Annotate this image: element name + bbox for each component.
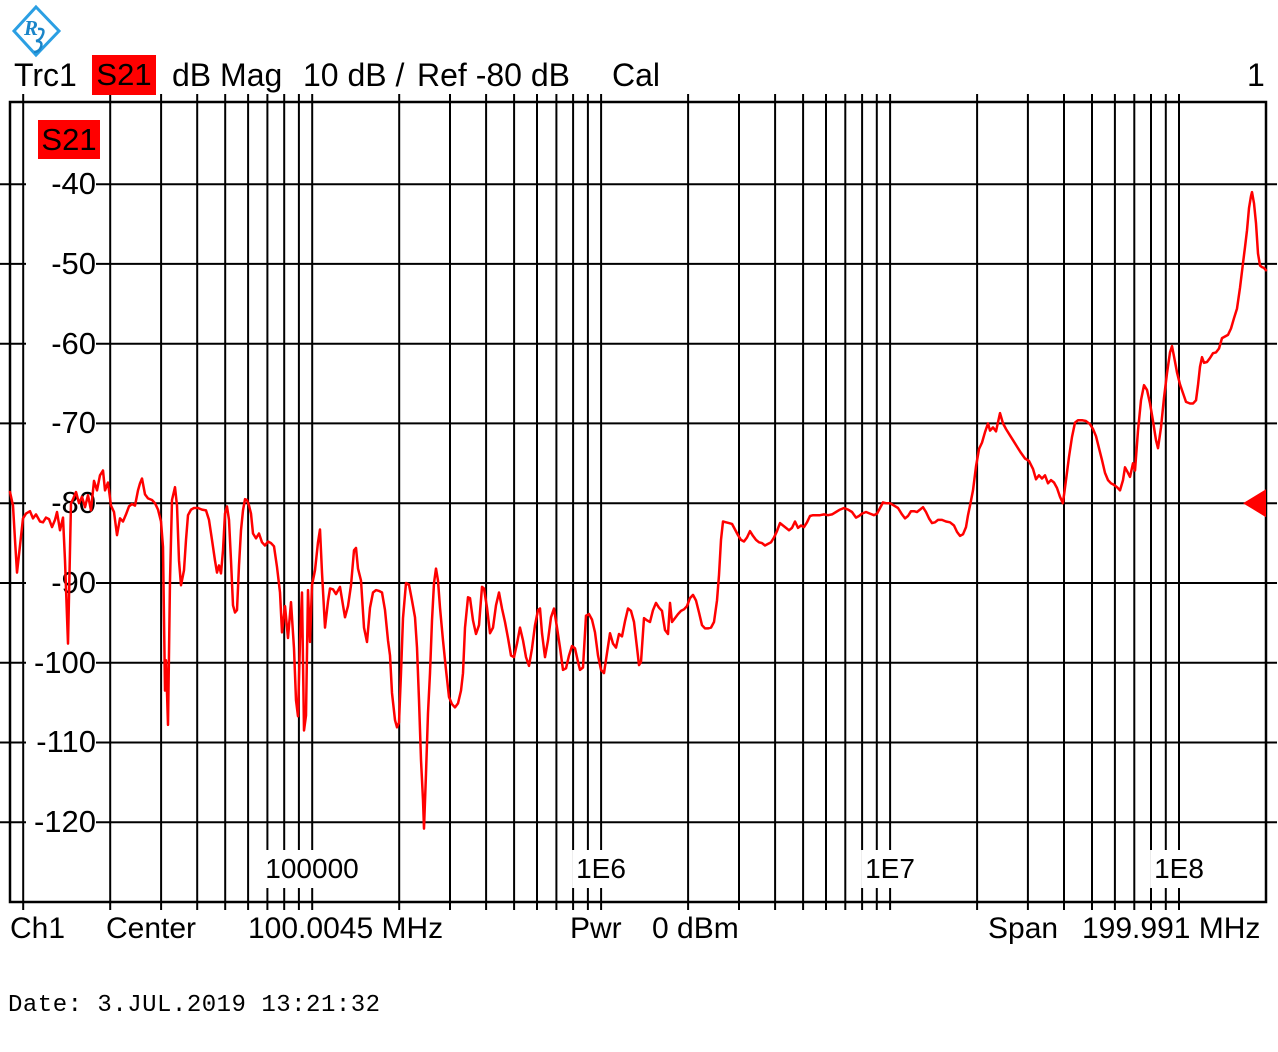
y-axis-tick-label: -40 (26, 165, 96, 203)
y-axis-tick-label: -80 (26, 484, 96, 522)
power-value[interactable]: 0 dBm (652, 912, 739, 945)
rs-logo-icon: R (11, 4, 62, 58)
y-axis-tick-label: -90 (26, 564, 96, 602)
window-number-label: 1 (1247, 57, 1265, 93)
center-freq-label: Center (106, 912, 197, 945)
y-axis-tick-label: -110 (26, 723, 96, 761)
x-axis-tick-label: 1E8 (1150, 850, 1208, 888)
trace-badge[interactable]: S21 (38, 120, 100, 159)
x-axis-tick-label: 1E6 (572, 850, 630, 888)
date-line: Date: 3.JUL.2019 13:21:32 (8, 992, 381, 1019)
trace-scale-label[interactable]: 10 dB / (303, 57, 414, 93)
channel-label: Ch1 (10, 912, 66, 945)
span-label: Span (988, 912, 1059, 945)
trace-parameter-badge[interactable]: S21 (92, 55, 156, 95)
y-axis-tick-label: -60 (26, 325, 96, 363)
trace-name-label[interactable]: Trc1 (14, 57, 77, 93)
y-axis-tick-label: -120 (26, 803, 96, 841)
span-value[interactable]: 199.991 MHz (1082, 912, 1261, 945)
trace-format-label[interactable]: dB Mag (172, 57, 283, 93)
y-axis-tick-label: -50 (26, 245, 96, 283)
svg-text:R: R (23, 16, 38, 40)
y-axis-tick-label: -70 (26, 404, 96, 442)
power-label: Pwr (570, 912, 622, 945)
center-freq-value[interactable]: 100.0045 MHz (248, 912, 444, 945)
x-axis-tick-label: 1E7 (861, 850, 919, 888)
trace-ref-label[interactable]: Ref -80 dB (417, 57, 570, 93)
cal-status-label: Cal (612, 57, 661, 93)
x-axis-tick-label: 100000 (261, 850, 363, 888)
y-axis-tick-label: -100 (26, 644, 96, 682)
